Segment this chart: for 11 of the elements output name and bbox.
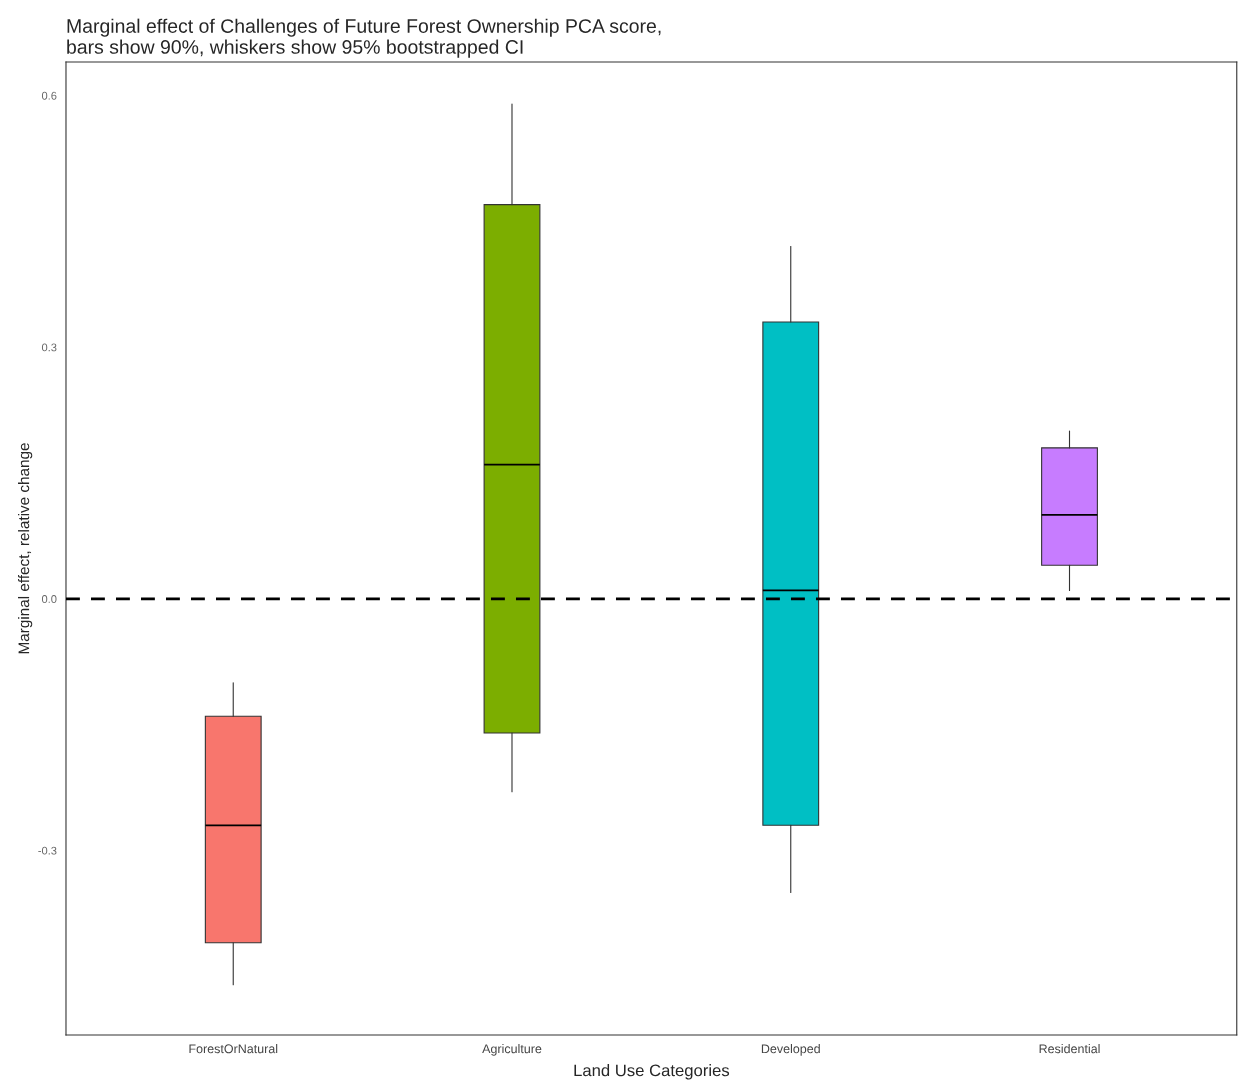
x-tick-label: Developed: [761, 1044, 820, 1056]
x-axis-title: Land Use Categories: [574, 1064, 730, 1080]
chart-title: Marginal effect of Challenges of Future Forest Ownership PCA score, bars show 90%, whiskers show 95% bootstrapped CI: [67, 18, 661, 58]
y-tick-label: 0.0: [41, 595, 57, 603]
y-axis-title: Marginal effect, relative change: [18, 443, 33, 654]
x-tick-label: Agriculture: [482, 1044, 542, 1056]
y-tick-label: 0.3: [41, 343, 57, 352]
x-tick-label: Residential: [1039, 1044, 1100, 1054]
x-tick-label: ForestOrNatural: [189, 1044, 278, 1054]
y-tick-label: 0.6: [41, 91, 57, 100]
y-tick-label: -0.3: [38, 846, 57, 855]
